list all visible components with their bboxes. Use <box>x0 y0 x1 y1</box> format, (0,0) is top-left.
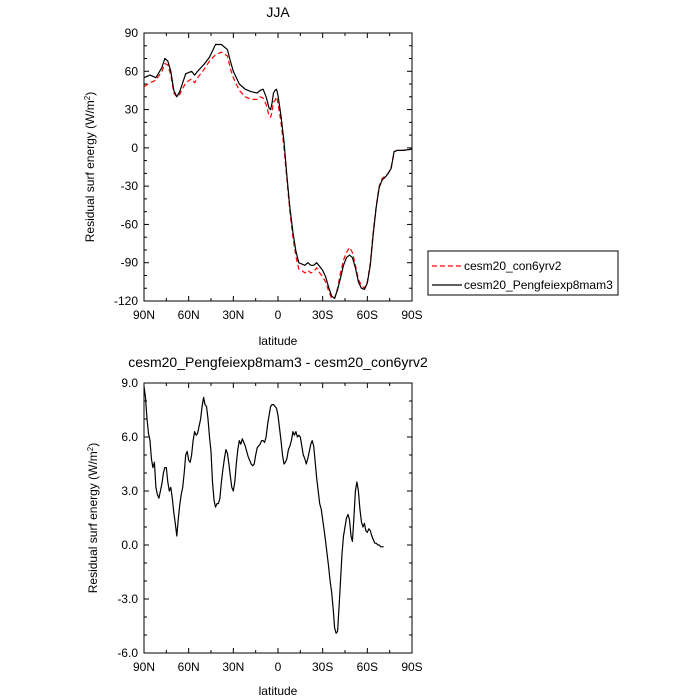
x-tick-label: 90N <box>133 660 155 674</box>
bottom-chart-frame <box>143 382 413 654</box>
top-chart-panel: JJA 90N 60N 30N 0 30S 60S 90S -120 -90 -60 -30 0 30 6… <box>83 4 423 348</box>
legend: cesm20_con6yrv2 cesm20_Pengfeiexp8mam3 <box>427 250 619 296</box>
y-tick-label: -3.0 <box>117 592 138 606</box>
x-tick-label: 30N <box>222 308 244 322</box>
y-tick-label: 90 <box>125 26 139 40</box>
bottom-chart-ylabel: Residual surf energy (W/m2) <box>86 443 100 594</box>
top-chart-xlabel: latitude <box>259 334 298 348</box>
bottom-chart-series <box>143 386 384 634</box>
bottom-chart-ticks: 90N 60N 30N 0 30S 60S 90S -6.0 -3.0 0.0 3.0 6.0 9.0 <box>117 376 422 674</box>
y-tick-label: 9.0 <box>121 376 138 390</box>
y-tick-label: -60 <box>121 217 139 231</box>
legend-label-pengfeiexp8mam3: cesm20_Pengfeiexp8mam3 <box>464 278 613 292</box>
x-tick-label: 90S <box>401 660 422 674</box>
x-tick-label: 60S <box>357 660 378 674</box>
y-tick-label: 60 <box>125 64 139 78</box>
bottom-chart-panel: cesm20_Pengfeiexp8mam3 - cesm20_con6yrv2… <box>86 354 428 698</box>
bottom-chart-xlabel: latitude <box>259 684 298 698</box>
bottom-chart-title: cesm20_Pengfeiexp8mam3 - cesm20_con6yrv2 <box>128 354 428 370</box>
top-chart-ylabel: Residual surf energy (W/m2) <box>83 92 97 243</box>
series-line-cesm20-pengfeiexp8mam3 <box>143 43 413 299</box>
series-line-difference <box>143 386 384 634</box>
x-tick-label: 90S <box>401 308 422 322</box>
y-tick-label: 6.0 <box>121 430 138 444</box>
top-chart-ticks: 90N 60N 30N 0 30S 60S 90S -120 -90 -60 -30 0 30 60 90 <box>114 26 423 322</box>
y-tick-label: -120 <box>114 294 138 308</box>
x-tick-label: 30S <box>312 660 333 674</box>
x-tick-label: 30N <box>222 660 244 674</box>
x-tick-label: 60S <box>357 308 378 322</box>
legend-box <box>427 250 619 296</box>
x-tick-label: 60N <box>178 660 200 674</box>
y-tick-label: -90 <box>121 256 139 270</box>
x-tick-label: 0 <box>275 660 282 674</box>
x-tick-label: 30S <box>312 308 333 322</box>
y-tick-label: 3.0 <box>121 484 138 498</box>
y-tick-label: -6.0 <box>117 646 138 660</box>
top-chart-frame <box>143 32 413 302</box>
y-tick-label: -30 <box>121 179 139 193</box>
x-tick-label: 90N <box>133 308 155 322</box>
top-chart-series <box>143 43 413 299</box>
y-tick-label: 0 <box>131 141 138 155</box>
y-tick-label: 30 <box>125 103 139 117</box>
series-line-cesm20-con6yrv2 <box>143 51 413 299</box>
y-tick-label: 0.0 <box>121 538 138 552</box>
top-chart-title: JJA <box>266 4 290 20</box>
x-tick-label: 60N <box>178 308 200 322</box>
legend-label-con6yrv2: cesm20_con6yrv2 <box>464 259 562 273</box>
x-tick-label: 0 <box>275 308 282 322</box>
